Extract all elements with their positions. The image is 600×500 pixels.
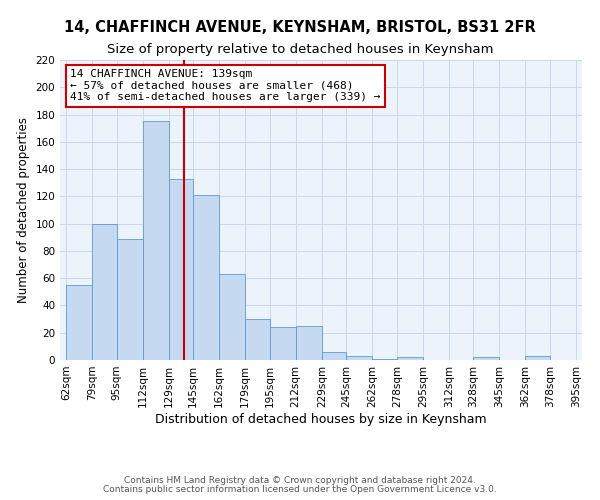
Bar [346,356,372,360]
Text: Contains HM Land Registry data © Crown copyright and database right 2024.: Contains HM Land Registry data © Crown c… [124,476,476,485]
Text: 14 CHAFFINCH AVENUE: 139sqm
← 57% of detached houses are smaller (468)
41% of se: 14 CHAFFINCH AVENUE: 139sqm ← 57% of det… [70,69,381,102]
Bar [270,328,296,360]
Bar [193,195,219,360]
Text: 14, CHAFFINCH AVENUE, KEYNSHAM, BRISTOL, BS31 2FR: 14, CHAFFINCH AVENUE, KEYNSHAM, BRISTOL,… [64,20,536,35]
Bar [116,238,143,360]
Bar [92,224,116,360]
Bar [245,319,270,360]
Bar [322,352,346,360]
Text: Size of property relative to detached houses in Keynsham: Size of property relative to detached ho… [107,42,493,56]
Bar [397,358,423,360]
Bar [219,274,245,360]
Bar [66,285,92,360]
Bar [296,326,322,360]
X-axis label: Distribution of detached houses by size in Keynsham: Distribution of detached houses by size … [155,412,487,426]
Bar [143,122,169,360]
Bar [372,358,397,360]
Bar [526,356,550,360]
Bar [169,178,193,360]
Bar [473,358,499,360]
Text: Contains public sector information licensed under the Open Government Licence v3: Contains public sector information licen… [103,484,497,494]
Y-axis label: Number of detached properties: Number of detached properties [17,117,30,303]
